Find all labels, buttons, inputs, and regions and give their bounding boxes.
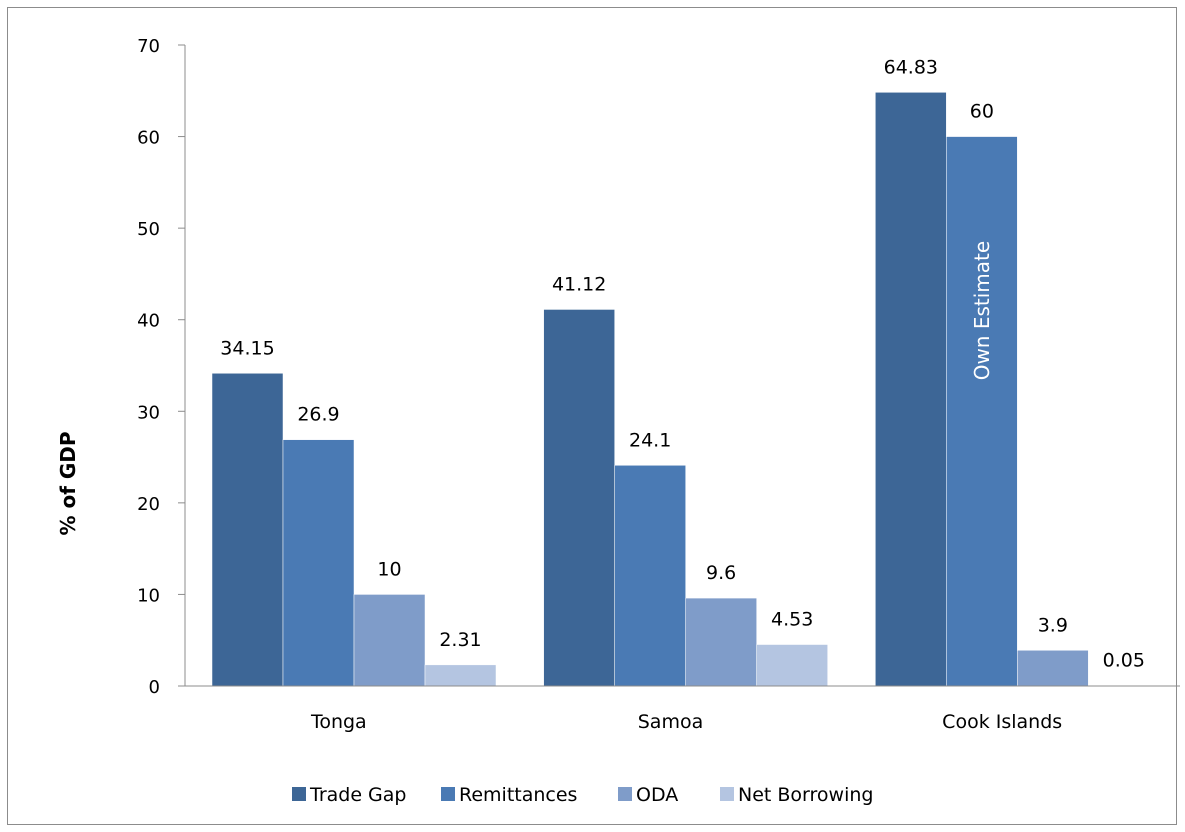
data-label: 60 — [970, 101, 994, 123]
y-axis-label: % of GDP — [56, 431, 80, 535]
bar — [875, 92, 947, 687]
data-label: 3.9 — [1038, 614, 1068, 636]
x-category-label: Samoa — [638, 711, 703, 733]
y-tick-label: 60 — [137, 128, 160, 149]
data-label: 0.05 — [1103, 650, 1145, 672]
bar — [353, 594, 426, 687]
y-tick-label: 0 — [149, 677, 160, 698]
y-tick-label: 70 — [137, 36, 160, 57]
data-label: 24.1 — [629, 429, 671, 451]
y-axis-ticks: 0 10 20 30 40 50 60 70 — [137, 36, 185, 698]
data-label: 9.6 — [706, 562, 736, 584]
legend: Trade Gap Remittances ODA Net Borrowing — [292, 784, 873, 806]
legend-label: ODA — [636, 784, 678, 806]
bar — [282, 439, 355, 687]
bar — [424, 664, 497, 687]
data-label: 2.31 — [439, 629, 481, 651]
annotation-label: Own Estimate — [970, 241, 994, 380]
x-axis-categories: Tonga Samoa Cook Islands — [310, 711, 1062, 733]
legend-swatch — [720, 787, 734, 801]
data-label: 34.15 — [220, 337, 274, 359]
y-tick-label: 40 — [137, 311, 160, 332]
annotations: Own Estimate — [970, 241, 994, 380]
data-labels: 34.15 26.9 10 2.31 41.12 24.1 9.6 4.53 64.83 60 3.… — [220, 56, 1145, 671]
data-label: 41.12 — [552, 273, 606, 295]
bar — [946, 136, 1018, 687]
legend-swatch — [292, 787, 306, 801]
bar — [756, 644, 828, 687]
bar — [211, 373, 284, 687]
bar — [685, 597, 757, 687]
legend-swatch — [441, 787, 455, 801]
y-tick-label: 30 — [137, 402, 160, 423]
bar — [543, 309, 615, 687]
y-tick-label: 20 — [137, 494, 160, 515]
x-category-label: Cook Islands — [942, 711, 1062, 733]
legend-swatch — [618, 787, 632, 801]
y-tick-label: 10 — [137, 585, 160, 606]
legend-label: Net Borrowing — [738, 784, 873, 806]
data-label: 4.53 — [771, 609, 813, 631]
x-category-label: Tonga — [310, 711, 367, 733]
y-tick-label: 50 — [137, 219, 160, 240]
bar — [614, 465, 686, 687]
bar — [1017, 650, 1089, 687]
legend-label: Remittances — [459, 784, 577, 806]
data-label: 10 — [377, 558, 401, 580]
bars — [211, 92, 1160, 687]
data-label: 64.83 — [884, 56, 938, 78]
data-label: 26.9 — [297, 404, 339, 426]
legend-label: Trade Gap — [309, 784, 406, 806]
